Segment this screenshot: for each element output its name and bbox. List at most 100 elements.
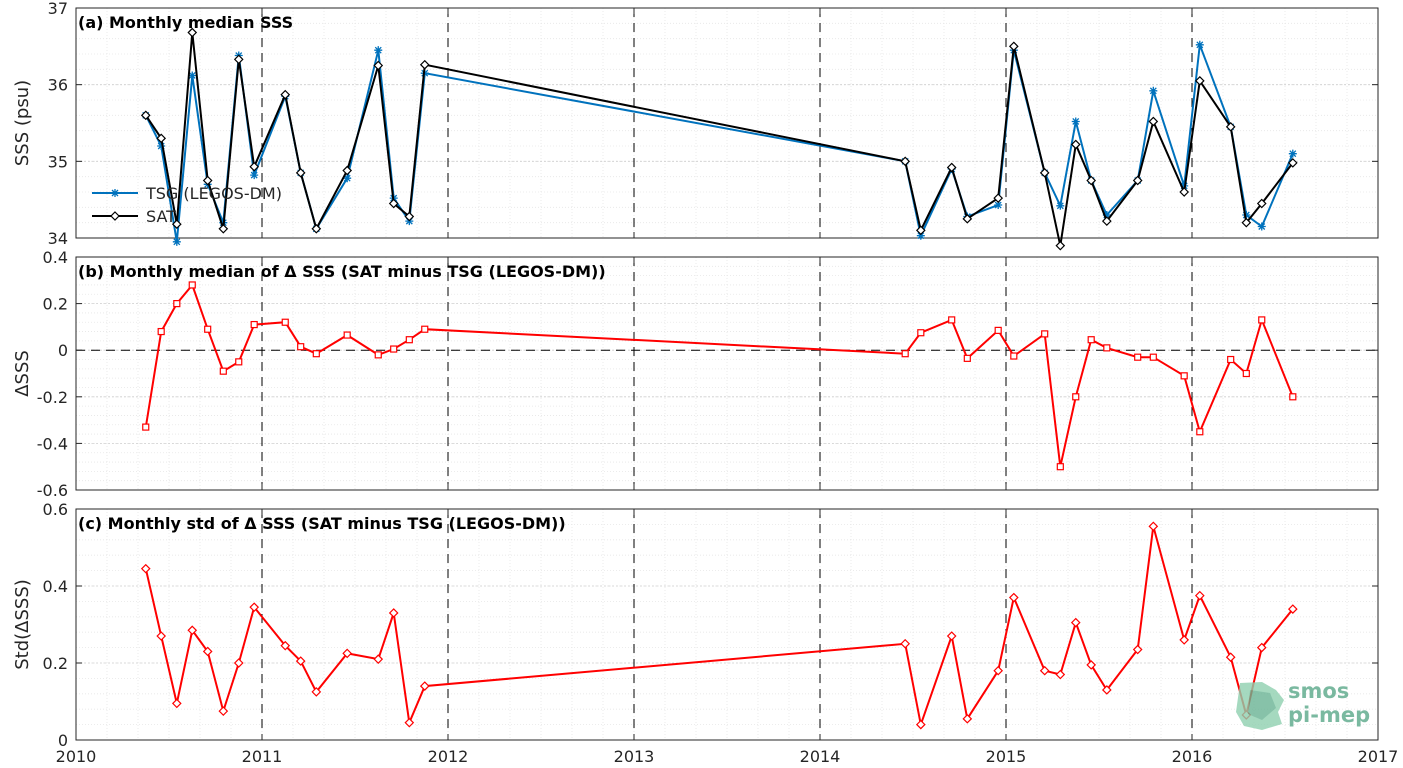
legend-marker bbox=[110, 211, 120, 221]
data-point bbox=[1087, 336, 1095, 344]
data-point bbox=[202, 175, 213, 186]
data-point bbox=[1070, 139, 1081, 150]
data-point bbox=[1134, 353, 1142, 361]
data-point bbox=[1008, 592, 1019, 603]
data-point bbox=[249, 602, 260, 613]
data-point bbox=[1132, 644, 1143, 655]
panel-title: (a) Monthly median SSS bbox=[78, 13, 293, 32]
y-tick-label: -0.4 bbox=[37, 434, 68, 453]
legend-marker bbox=[111, 189, 119, 197]
panel-b: -0.6 -0.4 -0.2 0 0.2 0.4 ΔSSS (b) Monthly media… bbox=[12, 248, 1379, 500]
data-point bbox=[993, 665, 1004, 676]
data-point bbox=[250, 320, 258, 329]
data-point bbox=[250, 171, 259, 180]
axes-frame bbox=[75, 7, 1379, 239]
data-point bbox=[1086, 175, 1097, 186]
data-point bbox=[1225, 121, 1236, 132]
data-point bbox=[1149, 86, 1158, 95]
data-point bbox=[1056, 201, 1065, 210]
data-point bbox=[1149, 353, 1157, 361]
y-axis-label: Std(ΔSSS) bbox=[12, 579, 33, 670]
data-point bbox=[1041, 330, 1049, 338]
data-point bbox=[1071, 117, 1080, 126]
x-tick-label: 2016 bbox=[1172, 747, 1213, 766]
data-point bbox=[404, 717, 415, 728]
data-point bbox=[280, 89, 291, 100]
data-point bbox=[1086, 660, 1097, 670]
data-point bbox=[1055, 240, 1066, 251]
data-point bbox=[1289, 393, 1297, 401]
logo-text-smos: smos bbox=[1288, 679, 1349, 703]
data-point bbox=[187, 27, 198, 38]
y-tick-label: 35 bbox=[48, 152, 68, 171]
data-point bbox=[156, 631, 167, 641]
data-point bbox=[140, 563, 151, 574]
data-point bbox=[233, 54, 244, 65]
data-point bbox=[390, 345, 398, 353]
data-point bbox=[374, 46, 383, 55]
y-tick-label: 34 bbox=[48, 229, 68, 248]
y-axis-label: SSS (psu) bbox=[12, 80, 33, 166]
data-point bbox=[1179, 187, 1190, 197]
data-point bbox=[188, 71, 197, 80]
data-point bbox=[204, 325, 212, 333]
data-point bbox=[1287, 604, 1298, 614]
x-tick-label: 2015 bbox=[986, 747, 1027, 766]
data-point bbox=[235, 358, 243, 366]
data-point bbox=[1148, 116, 1159, 127]
data-point bbox=[994, 201, 1003, 210]
y-tick-label: 37 bbox=[48, 0, 68, 18]
y-axis-label: ΔSSS bbox=[12, 350, 33, 397]
y-tick-label: 0.4 bbox=[43, 577, 68, 596]
data-point bbox=[1196, 428, 1204, 436]
data-point bbox=[1242, 369, 1250, 378]
data-point bbox=[1039, 665, 1050, 676]
data-point bbox=[280, 640, 291, 651]
data-point bbox=[249, 161, 260, 172]
data-point bbox=[171, 698, 182, 709]
panel-a: 34 35 36 37 SSS (psu) (a) Monthly median SSS T… bbox=[12, 0, 1379, 251]
data-point bbox=[1287, 158, 1298, 168]
data-point bbox=[312, 350, 320, 358]
data-point bbox=[900, 638, 911, 649]
data-point bbox=[297, 343, 305, 351]
legend-label: SAT bbox=[146, 207, 176, 226]
data-point bbox=[946, 631, 957, 641]
data-point bbox=[156, 133, 167, 144]
y-tick-label: 0.2 bbox=[43, 295, 68, 314]
data-point bbox=[172, 237, 181, 246]
data-point bbox=[1179, 635, 1190, 645]
data-point bbox=[188, 281, 196, 289]
data-point bbox=[1195, 40, 1204, 49]
data-point bbox=[900, 156, 911, 167]
data-point bbox=[142, 423, 150, 431]
legend-label: TSG (LEGOS-DM) bbox=[145, 184, 282, 203]
data-point bbox=[171, 219, 182, 230]
logo-text-pi-mep: pi-mep bbox=[1288, 703, 1370, 727]
data-point bbox=[140, 110, 151, 121]
data-point bbox=[219, 367, 227, 375]
data-point bbox=[1258, 316, 1266, 324]
data-point bbox=[1257, 222, 1266, 231]
data-point bbox=[1256, 642, 1267, 653]
data-point bbox=[1132, 175, 1143, 186]
data-point bbox=[405, 336, 413, 344]
data-point bbox=[404, 211, 415, 222]
data-point bbox=[1148, 521, 1159, 532]
data-point bbox=[994, 326, 1002, 334]
data-point bbox=[388, 608, 399, 618]
data-point bbox=[233, 658, 244, 668]
data-point bbox=[1101, 216, 1112, 226]
data-point bbox=[1194, 590, 1205, 601]
y-tick-label: 36 bbox=[48, 76, 68, 95]
data-point bbox=[218, 706, 229, 716]
data-point bbox=[202, 646, 213, 657]
legend: TSG (LEGOS-DM) SAT bbox=[92, 184, 282, 226]
x-tick-label: 2013 bbox=[614, 747, 655, 766]
data-point bbox=[419, 681, 430, 691]
panel-title: (b) Monthly median of Δ SSS (SAT minus T… bbox=[78, 262, 606, 281]
data-point bbox=[916, 231, 925, 240]
data-point bbox=[374, 351, 382, 359]
